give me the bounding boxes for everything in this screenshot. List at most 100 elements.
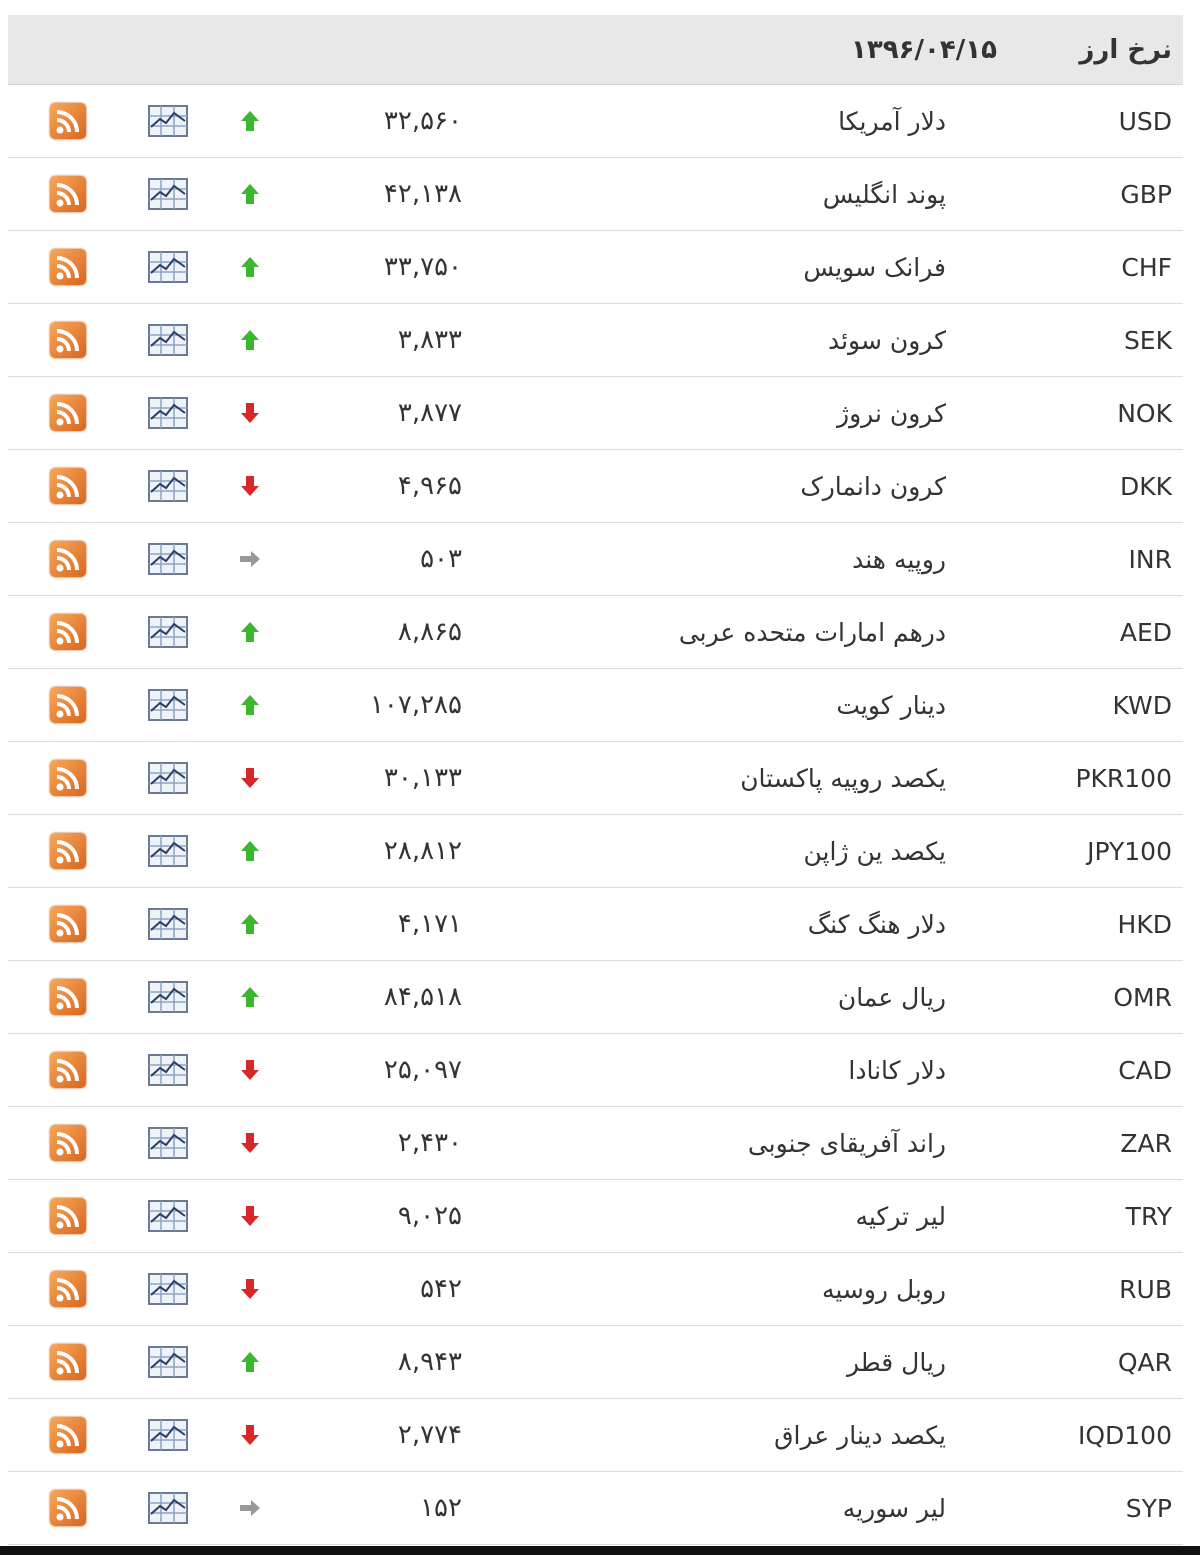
chart-icon[interactable] (148, 304, 188, 376)
currency-name: درهم امارات متحده عربی (678, 617, 946, 647)
chart-icon[interactable] (148, 85, 188, 157)
header-title: نرخ ارز (1079, 34, 1172, 65)
rss-icon[interactable] (49, 669, 87, 741)
rss-icon[interactable] (49, 815, 87, 887)
currency-name: کرون دانمارک (800, 471, 946, 501)
rss-icon[interactable] (49, 450, 87, 522)
chart-icon[interactable] (148, 377, 188, 449)
arrow-down-icon (238, 1253, 262, 1325)
table-row: SEK کرون سوئد ۳,۸۳۳ (8, 304, 1183, 377)
chart-icon[interactable] (148, 450, 188, 522)
chart-icon[interactable] (148, 1034, 188, 1106)
rss-icon[interactable] (49, 961, 87, 1033)
rss-icon[interactable] (49, 85, 87, 157)
currency-code: KWD (1112, 690, 1172, 720)
chart-icon[interactable] (148, 669, 188, 741)
chart-icon[interactable] (148, 1107, 188, 1179)
rss-icon[interactable] (49, 231, 87, 303)
rss-icon[interactable] (49, 1472, 87, 1544)
header-date: ۱۳۹۶/۰۴/۱۵ (851, 34, 997, 65)
arrow-down-icon (238, 1034, 262, 1106)
chart-icon[interactable] (148, 1399, 188, 1471)
chart-icon[interactable] (148, 1472, 188, 1544)
arrow-up-icon (238, 888, 262, 960)
rss-icon[interactable] (49, 742, 87, 814)
table-row: AED درهم امارات متحده عربی ۸,۸۶۵ (8, 596, 1183, 669)
currency-code: SYP (1125, 1493, 1172, 1523)
rss-icon[interactable] (49, 1107, 87, 1179)
currency-name: لیر سوریه (842, 1493, 946, 1523)
chart-icon[interactable] (148, 1180, 188, 1252)
rss-icon[interactable] (49, 1253, 87, 1325)
currency-name: پوند انگلیس (822, 179, 946, 209)
table-row: QAR ریال قطر ۸,۹۴۳ (8, 1326, 1183, 1399)
currency-name: یکصد ین ژاپن (803, 836, 946, 866)
rss-icon[interactable] (49, 888, 87, 960)
currency-name: دلار کانادا (848, 1055, 946, 1085)
arrow-up-icon (238, 669, 262, 741)
currency-code: USD (1118, 106, 1172, 136)
chart-icon[interactable] (148, 961, 188, 1033)
currency-name: یکصد روپیه پاکستان (740, 763, 946, 793)
currency-code: CHF (1121, 252, 1172, 282)
currency-name: راند آفریقای جنوبی (747, 1128, 946, 1158)
currency-rate: ۳,۸۳۳ (397, 325, 462, 355)
table-row: KWD دینار کویت ۱۰۷,۲۸۵ (8, 669, 1183, 742)
table-row: CAD دلار کانادا ۲۵,۰۹۷ (8, 1034, 1183, 1107)
rss-icon[interactable] (49, 304, 87, 376)
currency-rate: ۹,۰۲۵ (397, 1201, 462, 1231)
currency-rate: ۱۰۷,۲۸۵ (369, 690, 462, 720)
table-row: ZAR راند آفریقای جنوبی ۲,۴۳۰ (8, 1107, 1183, 1180)
chart-icon[interactable] (148, 815, 188, 887)
arrow-right-icon (238, 523, 262, 595)
currency-rate: ۲۸,۸۱۲ (383, 836, 462, 866)
rss-icon[interactable] (49, 158, 87, 230)
table-row: HKD دلار هنگ کنگ ۴,۱۷۱ (8, 888, 1183, 961)
table-row: CHF فرانک سویس ۳۳,۷۵۰ (8, 231, 1183, 304)
currency-name: دلار آمریکا (838, 106, 946, 136)
currency-rate: ۲,۷۷۴ (397, 1420, 462, 1450)
currency-code: GBP (1120, 179, 1172, 209)
rss-icon[interactable] (49, 377, 87, 449)
arrow-up-icon (238, 231, 262, 303)
chart-icon[interactable] (148, 1326, 188, 1398)
currency-rate: ۲۵,۰۹۷ (383, 1055, 462, 1085)
arrow-down-icon (238, 377, 262, 449)
arrow-down-icon (238, 1399, 262, 1471)
arrow-down-icon (238, 1180, 262, 1252)
table-row: IQD100 یکصد دینار عراق ۲,۷۷۴ (8, 1399, 1183, 1472)
chart-icon[interactable] (148, 742, 188, 814)
rss-icon[interactable] (49, 523, 87, 595)
arrow-up-icon (238, 961, 262, 1033)
table-row: PKR100 یکصد روپیه پاکستان ۳۰,۱۳۳ (8, 742, 1183, 815)
table-header: نرخ ارز ۱۳۹۶/۰۴/۱۵ (8, 15, 1183, 85)
chart-icon[interactable] (148, 231, 188, 303)
arrow-down-icon (238, 1107, 262, 1179)
currency-name: لیر ترکیه (855, 1201, 946, 1231)
currency-rate: ۵۰۳ (420, 544, 462, 574)
arrow-up-icon (238, 815, 262, 887)
chart-icon[interactable] (148, 523, 188, 595)
chart-icon[interactable] (148, 888, 188, 960)
arrow-down-icon (238, 450, 262, 522)
currency-name: یکصد دینار عراق (774, 1420, 946, 1450)
currency-rate: ۵۴۲ (420, 1274, 462, 1304)
chart-icon[interactable] (148, 158, 188, 230)
table-row: GBP پوند انگلیس ۴۲,۱۳۸ (8, 158, 1183, 231)
rss-icon[interactable] (49, 596, 87, 668)
bottom-bar (0, 1546, 1200, 1555)
currency-code: TRY (1125, 1201, 1172, 1231)
table-row: NOK کرون نروژ ۳,۸۷۷ (8, 377, 1183, 450)
rss-icon[interactable] (49, 1326, 87, 1398)
currency-rate: ۲,۴۳۰ (397, 1128, 462, 1158)
arrow-up-icon (238, 304, 262, 376)
table-row: JPY100 یکصد ین ژاپن ۲۸,۸۱۲ (8, 815, 1183, 888)
rss-icon[interactable] (49, 1399, 87, 1471)
currency-rate: ۸,۹۴۳ (397, 1347, 462, 1377)
chart-icon[interactable] (148, 596, 188, 668)
table-row: DKK کرون دانمارک ۴,۹۶۵ (8, 450, 1183, 523)
chart-icon[interactable] (148, 1253, 188, 1325)
rss-icon[interactable] (49, 1034, 87, 1106)
currency-name: کرون نروژ (837, 398, 946, 428)
rss-icon[interactable] (49, 1180, 87, 1252)
